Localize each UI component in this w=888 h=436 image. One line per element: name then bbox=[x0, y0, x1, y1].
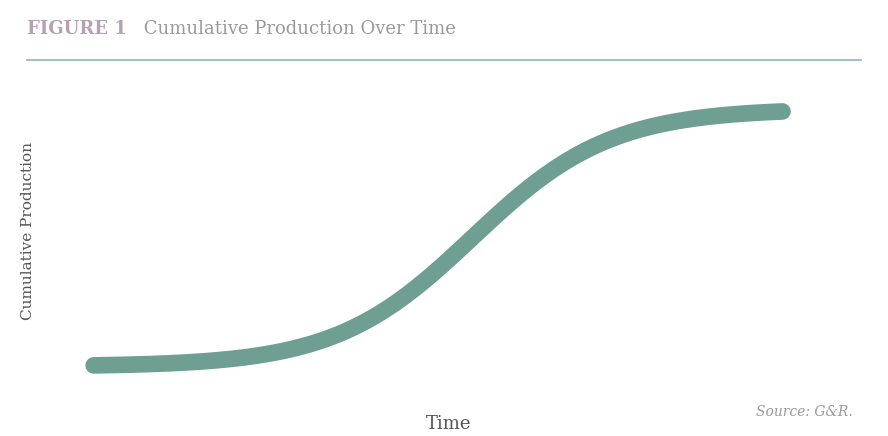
Text: FIGURE 1: FIGURE 1 bbox=[27, 20, 126, 38]
Text: Time: Time bbox=[425, 415, 472, 433]
Text: Cumulative Production: Cumulative Production bbox=[21, 142, 36, 320]
Text: Source: G&R.: Source: G&R. bbox=[756, 405, 852, 419]
Text: Cumulative Production Over Time: Cumulative Production Over Time bbox=[138, 20, 456, 38]
